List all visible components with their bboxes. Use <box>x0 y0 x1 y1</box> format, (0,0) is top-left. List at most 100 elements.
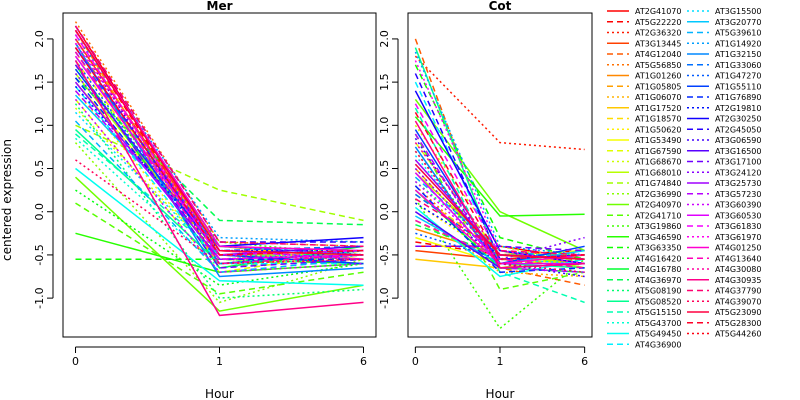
y-tick-label: 1.0 <box>33 117 46 135</box>
legend-item: AT4G37790 <box>687 287 761 296</box>
legend-item: AT3G13445 <box>607 39 681 48</box>
legend-label: AT5G49450 <box>635 330 681 339</box>
series-line-AT2G45050 <box>74 25 364 243</box>
legend-label: AT5G43700 <box>635 319 681 328</box>
legend-item: AT5G15150 <box>607 308 681 317</box>
series-line-AT5G08520 <box>74 129 364 265</box>
x-axis-label: Hour <box>205 387 234 400</box>
legend-label: AT4G39070 <box>715 297 761 306</box>
legend-item: AT1G55110 <box>687 82 761 91</box>
legend-item: AT3G24120 <box>687 168 761 177</box>
legend-item: AT5G56850 <box>607 61 681 70</box>
series-line-AT4G30935 <box>414 120 585 269</box>
legend-item: AT5G43700 <box>607 319 681 328</box>
legend-item: AT2G19810 <box>687 104 761 113</box>
legend-label: AT3G16500 <box>715 147 761 156</box>
legend-label: AT4G37790 <box>715 287 761 296</box>
legend-item: AT5G08190 <box>607 287 681 296</box>
legend-label: AT3G60530 <box>715 211 761 220</box>
legend-label: AT4G12040 <box>635 50 681 59</box>
legend-label: AT3G61830 <box>715 222 761 231</box>
legend-label: AT4G16780 <box>635 265 681 274</box>
x-axis: 0 1 6 <box>72 346 367 368</box>
x-tick-label: 0 <box>412 355 419 368</box>
legend-label: AT4G13640 <box>715 254 761 263</box>
legend-label: AT1G17520 <box>635 104 681 113</box>
series-line-AT3G61970 <box>414 60 585 265</box>
y-tick-label: -0.5 <box>378 244 391 265</box>
y-tick-label: 2.0 <box>33 30 46 48</box>
series-line-AT2G41710 <box>414 133 585 291</box>
legend-item: AT1G47270 <box>687 72 761 81</box>
legend-item: AT1G76890 <box>687 93 761 102</box>
legend-label: AT2G30250 <box>715 115 761 124</box>
legend-label: AT3G15500 <box>715 7 761 16</box>
series-line-AT5G08190 <box>74 103 364 299</box>
series-line-AT4G13640 <box>74 51 364 265</box>
legend-item: AT4G39070 <box>687 297 761 306</box>
legend-item: AT3G19860 <box>607 222 681 231</box>
x-tick-label: 6 <box>360 355 367 368</box>
legend-item: AT1G01260 <box>607 72 681 81</box>
legend-item: AT3G60530 <box>687 211 761 220</box>
legend-item: AT5G28300 <box>687 319 761 328</box>
legend-label: AT1G74840 <box>635 179 681 188</box>
x-tick-label: 0 <box>72 355 79 368</box>
series-lines <box>414 38 586 330</box>
legend-label: AT3G60390 <box>715 201 761 210</box>
legend-label: AT4G36970 <box>635 276 681 285</box>
series-line-AT3G13445 <box>74 38 364 256</box>
series-line-AT3G19860 <box>414 198 586 330</box>
series-line-AT4G39070 <box>414 150 585 273</box>
legend-label: AT4G16420 <box>635 254 681 263</box>
legend-item: AT1G05805 <box>607 82 681 91</box>
legend-item: AT3G61830 <box>687 222 761 231</box>
y-tick-label: 1.5 <box>33 73 46 91</box>
legend-label: AT3G20770 <box>715 18 761 27</box>
legend-label: AT1G76890 <box>715 93 761 102</box>
series-line-AT2G40970 <box>414 98 585 252</box>
legend-label: AT2G36990 <box>635 190 681 199</box>
legend-label: AT2G45050 <box>715 125 761 134</box>
series-line-AT3G60390 <box>74 98 364 273</box>
legend-item: AT3G16500 <box>687 147 761 156</box>
legend-item: AT3G46590 <box>607 233 681 242</box>
y-tick-label: 1.0 <box>378 117 391 135</box>
legend-item: AT4G30935 <box>687 276 761 285</box>
legend-label: AT3G46590 <box>635 233 681 242</box>
series-line-AT5G28300 <box>414 112 585 260</box>
legend-label: AT5G44260 <box>715 330 761 339</box>
series-line-AT2G36320 <box>414 55 585 151</box>
legend-label: AT2G36320 <box>635 29 681 38</box>
series-line-AT5G23090 <box>414 163 585 260</box>
legend-label: AT4G30080 <box>715 265 761 274</box>
legend-label: AT1G06070 <box>635 93 681 102</box>
legend-item: AT1G74840 <box>607 179 681 188</box>
panel-title: Cot <box>489 0 512 13</box>
legend-item: AT4G12040 <box>607 50 681 59</box>
legend-item: AT3G15500 <box>687 7 761 16</box>
legend-label: AT1G32150 <box>715 50 761 59</box>
legend-label: AT5G08520 <box>635 297 681 306</box>
legend-item: AT1G68010 <box>607 168 681 177</box>
legend-label: AT4G30935 <box>715 276 761 285</box>
series-line-AT1G17520 <box>74 55 364 260</box>
legend-label: AT3G13445 <box>635 39 681 48</box>
legend-item: AT2G41070 <box>607 7 681 16</box>
x-tick-label: 6 <box>581 355 588 368</box>
legend-item: AT2G36990 <box>607 190 681 199</box>
series-line-AT3G61830 <box>74 34 364 260</box>
series-line-AT3G24120 <box>414 167 585 261</box>
x-tick-label: 1 <box>497 355 504 368</box>
y-tick-label: 0.0 <box>378 203 391 221</box>
series-line-AT1G32150 <box>74 42 364 278</box>
plot-frame <box>407 12 593 338</box>
legend-item: AT2G41710 <box>607 211 681 220</box>
y-axis: -1.0 -0.5 0.0 0.5 1.0 1.5 2.0 <box>378 30 399 309</box>
legend-label: AT1G55110 <box>715 82 761 91</box>
panel-title: Mer <box>207 0 233 13</box>
legend-label: AT1G05805 <box>635 82 681 91</box>
legend-item: AT5G08520 <box>607 297 681 306</box>
series-line-AT5G56850 <box>74 21 364 248</box>
